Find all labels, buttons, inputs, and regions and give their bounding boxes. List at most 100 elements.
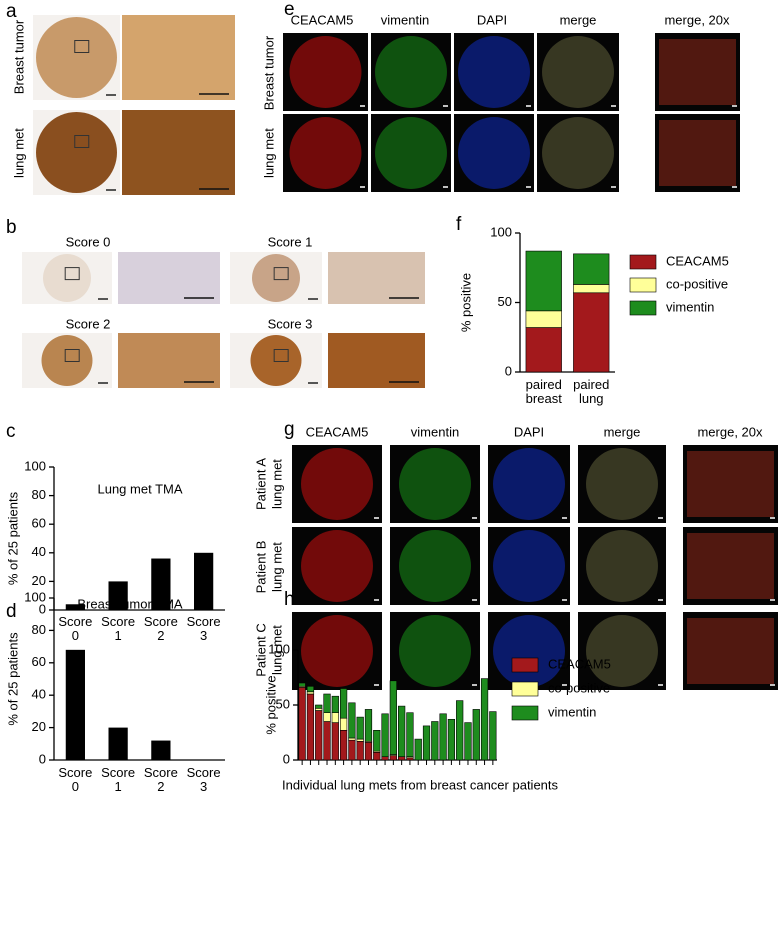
tissue-core xyxy=(43,254,91,302)
row-label: Breast tumor xyxy=(261,35,276,110)
fluorescence-core xyxy=(375,36,447,108)
fluorescence-core xyxy=(399,615,471,687)
y-axis-label: % of 25 patients xyxy=(5,632,20,726)
row-label: Patient C xyxy=(253,623,268,676)
y-tick-label: 0 xyxy=(39,751,46,766)
row-label: Breast tumor xyxy=(11,19,26,94)
chart-title: Breast tumor TMA xyxy=(77,596,183,611)
bar-segment xyxy=(348,737,356,741)
fluorescence-core xyxy=(542,36,614,108)
inset-box xyxy=(273,267,289,281)
legend-label: co-positive xyxy=(666,276,728,291)
y-axis-label: % positive xyxy=(458,273,473,332)
bar xyxy=(65,649,85,760)
row-label: lung met xyxy=(11,128,26,178)
panel-letter: h xyxy=(284,589,295,610)
y-tick-label: 100 xyxy=(24,589,46,604)
channel-header: vimentin xyxy=(381,12,429,27)
x-tick-label: Score 2 xyxy=(143,766,178,794)
bar-segment xyxy=(306,691,315,695)
fluorescence-core xyxy=(493,448,565,520)
bar-segment xyxy=(356,740,364,761)
bar-segment xyxy=(331,712,339,723)
row-label: lung met xyxy=(269,459,284,509)
bar xyxy=(65,604,85,610)
bar-segment xyxy=(406,757,414,761)
channel-header: DAPI xyxy=(477,12,507,27)
tissue-core xyxy=(41,335,93,386)
bar-segment xyxy=(356,716,364,740)
fluorescence-signal xyxy=(659,120,736,186)
x-tick-label: Score 0 xyxy=(58,766,93,794)
bar-segment xyxy=(339,688,348,719)
y-tick-label: 60 xyxy=(32,516,46,531)
y-tick-label: 100 xyxy=(268,641,290,656)
y-tick-label: 0 xyxy=(283,751,290,766)
chart-title: Lung met TMA xyxy=(97,481,182,496)
bar-segment xyxy=(298,682,306,687)
fluorescence-core xyxy=(542,117,614,189)
channel-header: merge, 20x xyxy=(664,12,730,27)
micrograph xyxy=(328,252,425,304)
bar-segment xyxy=(381,713,389,757)
legend-swatch xyxy=(511,657,539,673)
panel-letter: d xyxy=(6,601,17,622)
score-label: Score 2 xyxy=(66,316,111,331)
tissue-core xyxy=(252,254,300,302)
row-label: lung met xyxy=(261,128,276,178)
bar xyxy=(108,581,128,610)
fluorescence-image xyxy=(683,527,778,605)
y-tick-label: 100 xyxy=(490,224,512,239)
y-tick-label: 50 xyxy=(498,294,512,309)
y-tick-label: 80 xyxy=(32,487,46,502)
bar-segment xyxy=(331,695,339,714)
fluorescence-core xyxy=(458,36,530,108)
panel-letter: a xyxy=(6,1,17,22)
fluorescence-core xyxy=(375,117,447,189)
micrograph xyxy=(118,333,220,388)
bar xyxy=(194,552,214,610)
x-tick-label: Score 1 xyxy=(101,766,136,794)
legend-swatch xyxy=(629,277,657,293)
inset-box xyxy=(74,135,90,148)
bar-segment xyxy=(472,709,480,761)
bar xyxy=(151,558,171,610)
bar-segment xyxy=(456,700,464,761)
bar-segment xyxy=(489,711,497,761)
bar-segment xyxy=(315,710,323,761)
bar-segment xyxy=(373,729,381,752)
fluorescence-core xyxy=(301,530,373,602)
bar-segment xyxy=(422,725,431,761)
legend-swatch xyxy=(511,705,539,721)
x-tick-label-box: paired breast xyxy=(525,378,562,406)
fluorescence-core xyxy=(586,615,658,687)
score-label: Score 1 xyxy=(268,234,313,249)
y-tick-label: 100 xyxy=(24,458,46,473)
bar-segment xyxy=(323,693,331,714)
bar-segment xyxy=(306,693,315,761)
bar-segment xyxy=(525,250,562,312)
bar-segment xyxy=(339,729,348,761)
x-tick-label: paired breast xyxy=(525,378,562,406)
legend-swatch xyxy=(511,681,539,697)
inset-box xyxy=(64,349,80,362)
fluorescence-core xyxy=(289,36,362,108)
bar-segment xyxy=(406,712,414,758)
y-tick-label: 20 xyxy=(32,719,46,734)
bar-segment xyxy=(573,284,610,294)
legend-label: CEACAM5 xyxy=(548,656,611,671)
fluorescence-core xyxy=(586,448,658,520)
y-tick-label: 0 xyxy=(505,363,512,378)
x-tick-label: Score 1 xyxy=(101,615,136,643)
bar-segment xyxy=(439,713,447,761)
panel-letter: e xyxy=(284,0,295,20)
y-tick-label: 40 xyxy=(32,687,46,702)
row-label: lung met xyxy=(269,542,284,592)
bar xyxy=(151,740,171,760)
x-tick-label: Score 3 xyxy=(186,615,221,643)
bar-segment xyxy=(339,717,348,731)
x-tick-label-box: Score 3 xyxy=(186,615,221,643)
fluorescence-core xyxy=(458,117,530,189)
